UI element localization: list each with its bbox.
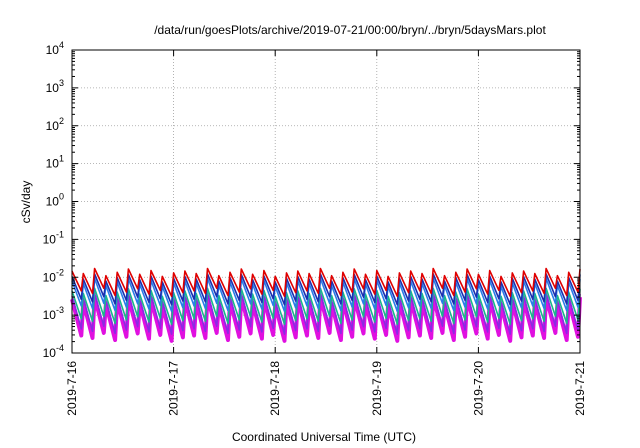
y-tick-label: 10-3	[43, 305, 64, 322]
series-line-purple	[71, 292, 581, 335]
y-tick-label: 10-2	[43, 267, 64, 284]
y-tick-label: 104	[46, 40, 64, 57]
x-tick-label: 2019-7-17	[167, 361, 181, 416]
series-line-teal-green	[71, 287, 581, 325]
y-tick-label: 10-1	[43, 229, 64, 246]
y-tick-label: 10-4	[43, 343, 64, 360]
data-series	[70, 267, 582, 343]
series-line-navy	[71, 273, 581, 306]
x-tick-label: 2019-7-19	[370, 361, 384, 416]
chart-title: /data/run/goesPlots/archive/2019-07-21/0…	[154, 23, 546, 37]
x-axis: 2019-7-16 2019-7-17 2019-7-18 2019-7-19 2019…	[65, 50, 587, 416]
y-tick-label: 100	[46, 192, 64, 209]
y-tick-label: 103	[46, 78, 64, 95]
y-axis-label: cSv/day	[19, 181, 33, 224]
y-tick-label: 102	[46, 116, 64, 133]
x-tick-label: 2019-7-18	[268, 361, 282, 416]
x-tick-label: 2019-7-20	[471, 361, 485, 416]
x-tick-label: 2019-7-16	[65, 361, 79, 416]
series-line-magenta	[70, 294, 582, 343]
series-line-blue	[71, 277, 581, 313]
y-axis: 10-4 10-3 10-2 10-1 100 101 102 103 104	[43, 40, 580, 360]
x-tick-label: 2019-7-21	[573, 361, 587, 416]
x-axis-label: Coordinated Universal Time (UTC)	[232, 430, 416, 444]
y-tick-label: 101	[46, 154, 64, 171]
series-line-red	[71, 267, 581, 298]
